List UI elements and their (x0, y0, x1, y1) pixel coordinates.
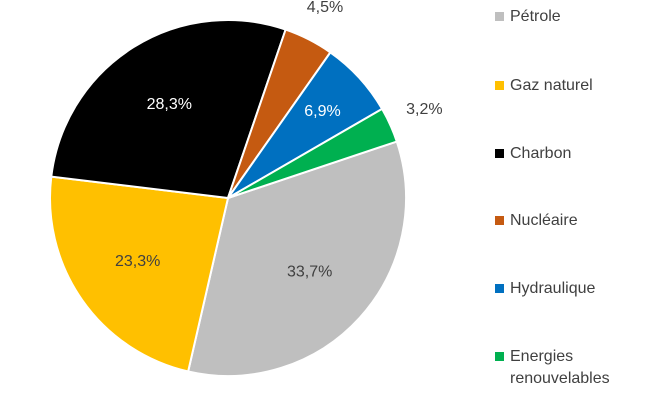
pie-slice-0 (186, 140, 407, 377)
legend-swatch-hydraulique (495, 284, 504, 293)
legend-swatch-charbon (495, 149, 504, 158)
legend-label-charbon: Charbon (510, 145, 572, 162)
legend-swatch-gaz-naturel (495, 81, 504, 90)
legend-item-energies-renouvelables: Energies renouvelables (495, 346, 640, 390)
legend-item-gaz-naturel: Gaz naturel (495, 75, 593, 97)
pie-slice-1 (48, 175, 230, 373)
data-label-1: 23,3% (115, 253, 160, 270)
legend-item-hydraulique: Hydraulique (495, 278, 595, 300)
pie-slice-2 (50, 19, 287, 200)
legend-swatch-energies-renouvelables (495, 352, 504, 361)
data-label-3: 4,5% (307, 0, 343, 16)
legend-swatch-petrole (495, 12, 504, 21)
data-label-4: 6,9% (304, 103, 340, 120)
legend-item-nucleaire: Nucléaire (495, 210, 578, 232)
legend-label-nucleaire: Nucléaire (510, 212, 578, 229)
legend-label-energies-renouvelables: Energies renouvelables (510, 348, 610, 387)
data-label-0: 33,7% (287, 264, 332, 281)
legend-label-petrole: Pétrole (510, 8, 561, 25)
legend-label-gaz-naturel: Gaz naturel (510, 77, 593, 94)
data-label-2: 28,3% (147, 96, 192, 113)
pie-slice-5 (227, 107, 399, 199)
legend-item-charbon: Charbon (495, 143, 571, 165)
legend-label-hydraulique: Hydraulique (510, 280, 596, 297)
legend-swatch-nucleaire (495, 216, 504, 225)
data-label-5: 3,2% (406, 101, 442, 118)
legend-item-petrole: Pétrole (495, 6, 561, 28)
